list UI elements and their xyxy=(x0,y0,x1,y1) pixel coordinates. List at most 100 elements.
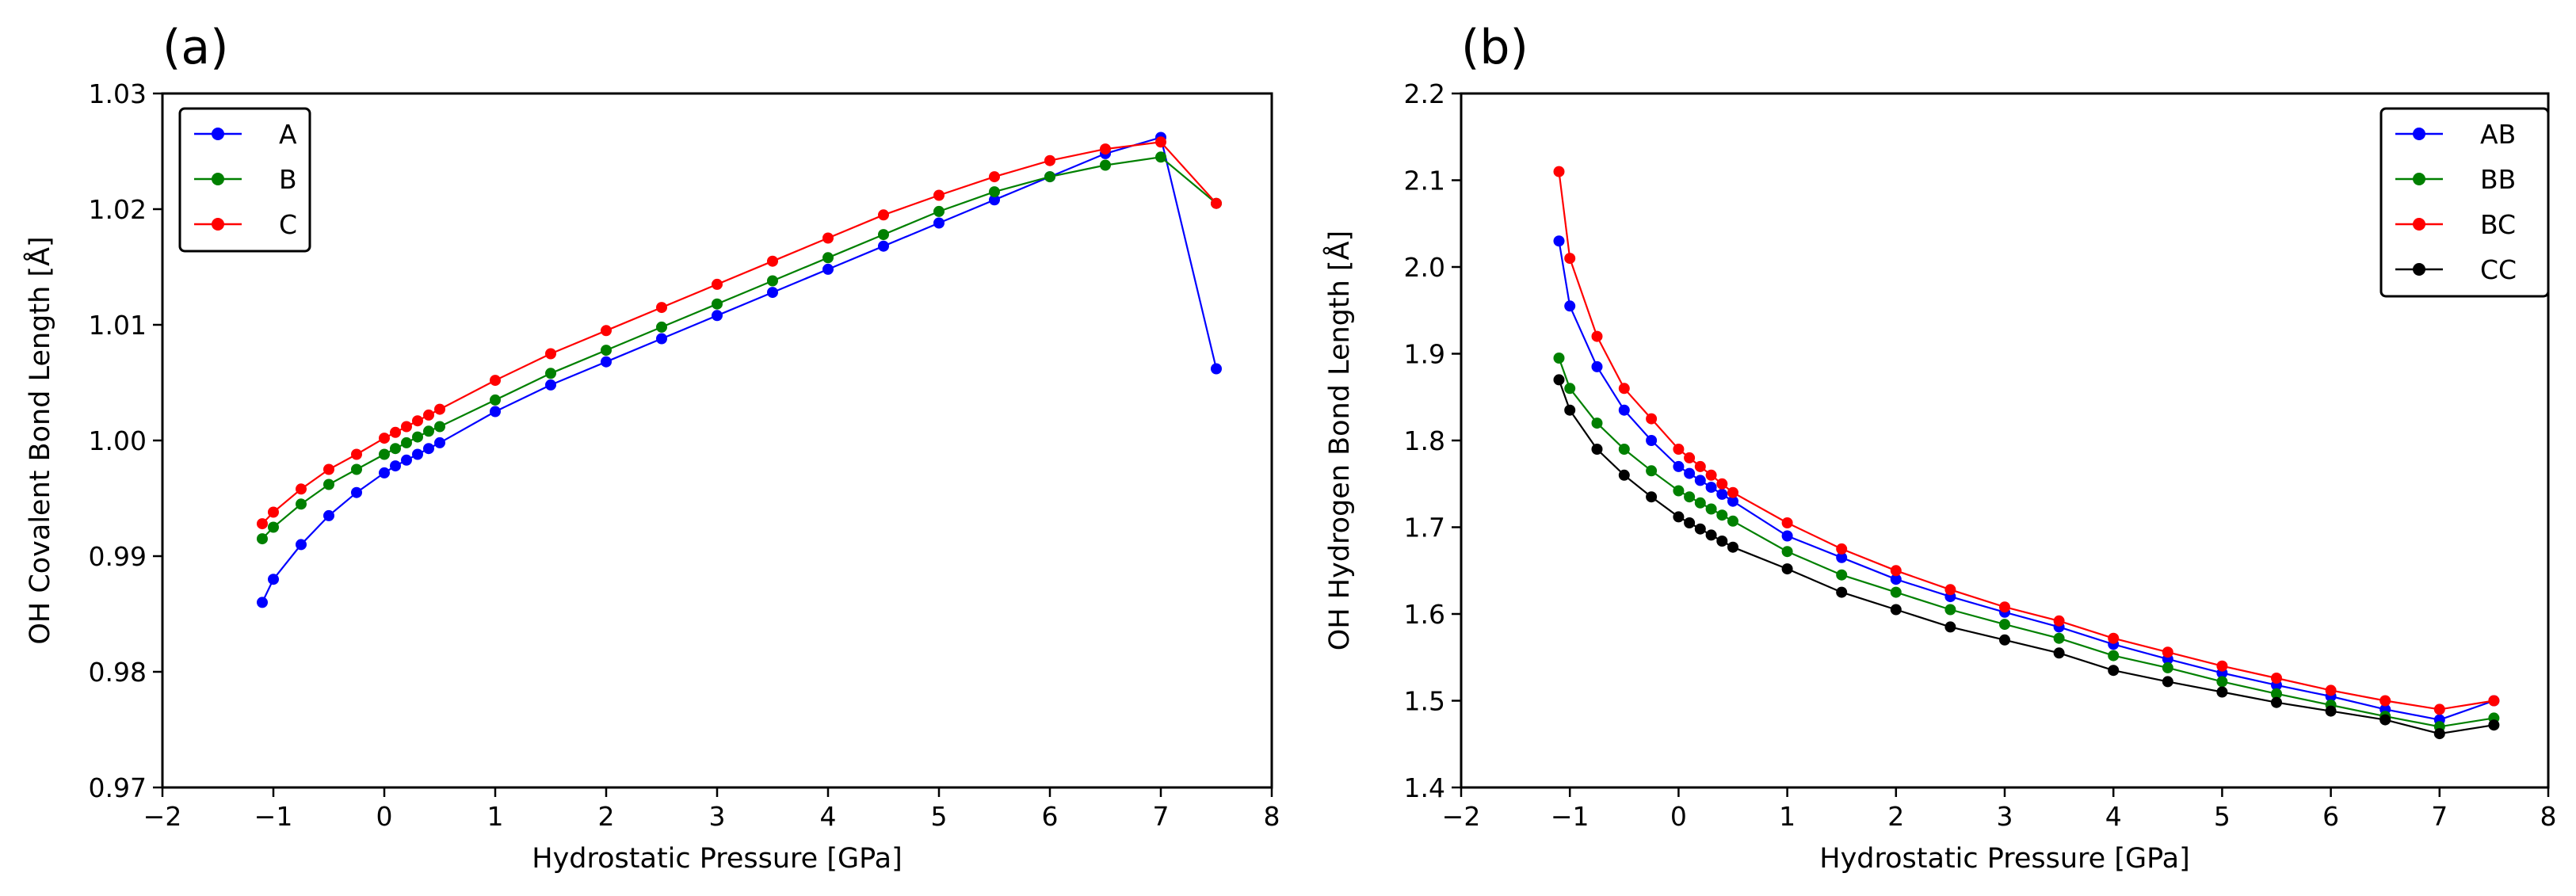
x-axis-title: Hydrostatic Pressure [GPa] xyxy=(532,843,903,875)
data-point-b xyxy=(423,425,434,437)
data-point-cc xyxy=(2325,705,2337,717)
y-tick-label: 1.5 xyxy=(1404,686,1445,717)
data-point-bb xyxy=(1694,497,1706,509)
data-point-b xyxy=(656,321,667,333)
data-point-cc xyxy=(1646,491,1658,503)
data-point-b xyxy=(490,394,501,406)
data-point-cc xyxy=(1999,634,2010,646)
y-tick-label: 1.9 xyxy=(1404,339,1445,370)
data-point-a xyxy=(1211,363,1222,375)
data-point-cc xyxy=(1890,604,1902,616)
x-tick-label: −2 xyxy=(143,801,182,832)
data-point-b xyxy=(1155,151,1166,163)
y-tick-label: 1.4 xyxy=(1404,772,1445,803)
data-point-b xyxy=(351,463,362,475)
legend-marker xyxy=(2413,128,2425,140)
y-tick-label: 1.03 xyxy=(89,78,147,109)
data-point-bc xyxy=(1836,543,1848,555)
data-point-c xyxy=(434,403,445,415)
x-tick-label: 4 xyxy=(2105,801,2122,832)
legend-entry-bb: BB xyxy=(2395,164,2516,195)
data-point-bb xyxy=(1591,417,1603,429)
data-point-bb xyxy=(1705,503,1717,515)
data-point-b xyxy=(268,521,279,533)
x-tick-label: 5 xyxy=(2214,801,2231,832)
data-point-ab xyxy=(1705,482,1717,494)
data-point-b xyxy=(1044,171,1055,183)
y-tick-label: 0.98 xyxy=(89,657,147,688)
y-tick-label: 1.00 xyxy=(89,425,147,456)
data-point-c xyxy=(545,348,556,360)
x-tick-label: 6 xyxy=(2322,801,2339,832)
data-point-b xyxy=(1100,159,1111,171)
data-point-c xyxy=(390,426,401,438)
data-point-bc xyxy=(1999,601,2010,613)
data-point-bb xyxy=(1564,383,1576,395)
y-tick-label: 2.2 xyxy=(1404,78,1445,109)
data-point-c xyxy=(712,278,723,290)
data-point-c xyxy=(490,375,501,387)
x-tick-label: 2 xyxy=(1887,801,1904,832)
data-point-bb xyxy=(1727,515,1738,527)
legend-entry-b: B xyxy=(194,164,297,195)
data-point-cc xyxy=(1716,536,1728,547)
x-tick-label: 8 xyxy=(1264,801,1280,832)
legend-label: A xyxy=(279,119,297,150)
data-point-bb xyxy=(2162,662,2173,673)
data-point-b xyxy=(712,298,723,310)
data-point-ab xyxy=(1646,435,1658,446)
data-point-bb xyxy=(1890,586,1902,598)
data-point-ab xyxy=(1727,495,1738,507)
data-point-b xyxy=(989,186,1000,198)
x-tick-label: 8 xyxy=(2540,801,2557,832)
x-tick-label: 3 xyxy=(709,801,726,832)
data-point-a xyxy=(257,597,268,608)
data-point-cc xyxy=(2488,719,2500,731)
data-point-bb xyxy=(1999,619,2010,631)
data-point-bc xyxy=(1727,486,1738,498)
legend-label: AB xyxy=(2480,119,2516,150)
data-point-a xyxy=(379,467,390,479)
data-point-bc xyxy=(1618,383,1630,395)
series-line-bb xyxy=(1558,357,2494,728)
data-point-cc xyxy=(1727,541,1738,553)
legend-label: CC xyxy=(2480,254,2517,285)
data-point-bc xyxy=(1564,253,1576,265)
data-point-c xyxy=(767,255,778,267)
data-point-b xyxy=(296,498,307,510)
panel-label: (b) xyxy=(1461,20,1528,75)
data-point-bb xyxy=(1673,485,1685,497)
chart-panel-a: (a) −2 −1 0 1 2 3 4 5 6 7 8 0.97 0.98 0.99 1.00 1.01 1.02… xyxy=(22,20,1280,875)
data-point-cc xyxy=(1591,444,1603,455)
y-tick-label: 1.01 xyxy=(89,310,147,341)
data-point-a xyxy=(601,356,612,368)
data-point-bc xyxy=(2053,615,2065,627)
data-point-cc xyxy=(2162,676,2173,688)
data-point-a xyxy=(268,574,279,585)
data-point-bb xyxy=(2053,632,2065,644)
data-point-a xyxy=(656,333,667,345)
legend-marker xyxy=(2413,218,2425,231)
data-point-a xyxy=(434,437,445,448)
data-point-a xyxy=(390,460,401,472)
legend-entry-ab: AB xyxy=(2395,119,2516,150)
data-point-cc xyxy=(1673,511,1685,523)
x-tick-label: 3 xyxy=(1997,801,2013,832)
data-point-bc xyxy=(2271,673,2282,684)
x-tick-label: −1 xyxy=(1551,801,1589,832)
x-tick-label: 4 xyxy=(820,801,837,832)
x-tick-label: 1 xyxy=(487,801,504,832)
data-point-b xyxy=(434,421,445,433)
y-axis: 1.4 1.5 1.6 1.7 1.8 1.9 2.0 2.1 2.2 xyxy=(1404,78,1461,803)
x-tick-label: 0 xyxy=(376,801,393,832)
data-point-bc xyxy=(2325,684,2337,696)
legend-marker xyxy=(2413,263,2425,276)
data-point-bc xyxy=(2433,703,2445,715)
series-b xyxy=(257,151,1222,545)
data-point-bb xyxy=(1618,444,1630,455)
data-point-bc xyxy=(2216,660,2228,672)
data-point-bc xyxy=(2488,695,2500,707)
data-point-b xyxy=(545,368,556,379)
data-point-bb xyxy=(1781,546,1793,558)
data-point-c xyxy=(656,302,667,314)
